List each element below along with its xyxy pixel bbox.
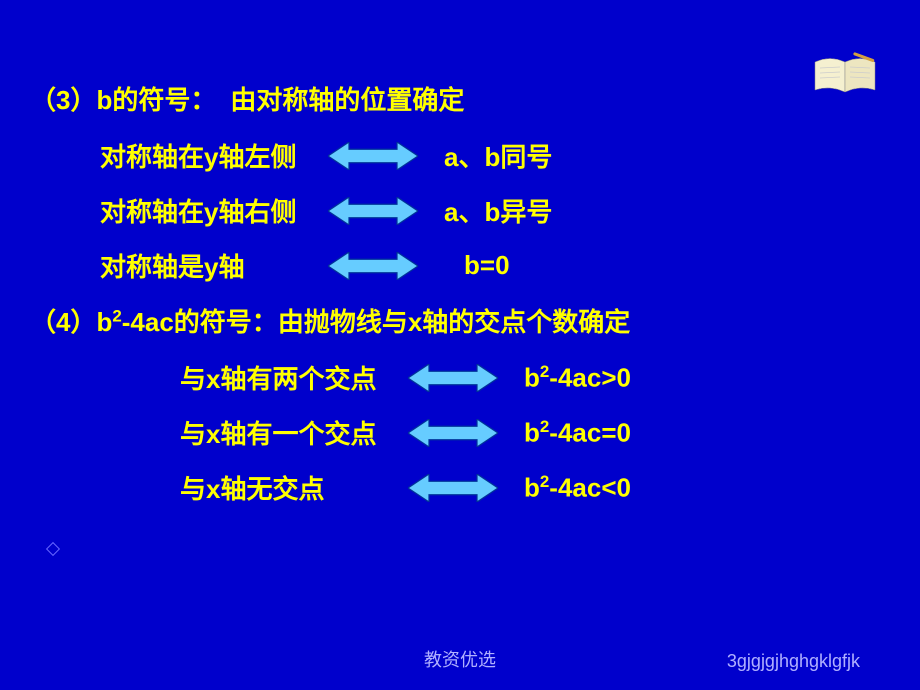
footer-right: 3gjgjgjhghgklgfjk	[727, 651, 860, 672]
r-sup: 2	[540, 417, 549, 436]
book-icon	[810, 50, 880, 105]
section3-row-0: 对称轴在y轴左侧 a、b同号	[30, 137, 890, 174]
row-right: b=0	[464, 250, 510, 281]
row-right: b2-4ac>0	[524, 362, 631, 394]
row-left: 与x轴有两个交点	[180, 359, 390, 396]
bullet-diamond-icon	[46, 542, 60, 556]
r-pre: b	[524, 417, 540, 447]
section3-row-2: 对称轴是y轴 b=0	[30, 247, 890, 284]
r-sup: 2	[540, 472, 549, 491]
section4-number: （4）	[30, 302, 96, 339]
double-arrow-icon	[408, 364, 498, 392]
r-pre: b	[524, 362, 540, 392]
section3-title-left: b的符号：	[96, 80, 216, 117]
r-post: -4ac>0	[549, 362, 631, 392]
section4-title-right: 由抛物线与x轴的交点个数确定	[278, 302, 630, 339]
double-arrow-icon	[408, 474, 498, 502]
row-right: a、b同号	[444, 137, 552, 174]
row-right: b2-4ac<0	[524, 472, 631, 504]
r-pre: b	[524, 472, 540, 502]
t4-post: -4ac的符号：	[122, 307, 278, 337]
double-arrow-icon	[408, 419, 498, 447]
section3-heading: （3） b的符号： 由对称轴的位置确定	[30, 80, 890, 117]
section3-row-1: 对称轴在y轴右侧 a、b异号	[30, 192, 890, 229]
section4-row-0: 与x轴有两个交点 b2-4ac>0	[30, 359, 890, 396]
r-post: -4ac<0	[549, 472, 631, 502]
section3-number: （3）	[30, 80, 96, 117]
t4-sup: 2	[112, 306, 121, 325]
double-arrow-icon	[328, 142, 418, 170]
section4-row-2: 与x轴无交点 b2-4ac<0	[30, 469, 890, 506]
row-right: b2-4ac=0	[524, 417, 631, 449]
section3-title-right: 由对称轴的位置确定	[230, 80, 464, 117]
double-arrow-icon	[328, 197, 418, 225]
row-left: 对称轴在y轴左侧	[100, 137, 310, 174]
r-post: -4ac=0	[549, 417, 631, 447]
footer-center: 教资优选	[424, 646, 496, 672]
slide-content: （3） b的符号： 由对称轴的位置确定 对称轴在y轴左侧 a、b同号 对称轴在y…	[0, 0, 920, 506]
row-left: 与x轴无交点	[180, 469, 390, 506]
section4-heading: （4） b2-4ac的符号： 由抛物线与x轴的交点个数确定	[30, 302, 890, 339]
row-left: 与x轴有一个交点	[180, 414, 390, 451]
row-left: 对称轴是y轴	[100, 247, 310, 284]
t4-pre: b	[96, 307, 112, 337]
section4-row-1: 与x轴有一个交点 b2-4ac=0	[30, 414, 890, 451]
row-left: 对称轴在y轴右侧	[100, 192, 310, 229]
section4-title-left: b2-4ac的符号：	[96, 302, 277, 339]
double-arrow-icon	[328, 252, 418, 280]
row-right: a、b异号	[444, 192, 552, 229]
r-sup: 2	[540, 362, 549, 381]
